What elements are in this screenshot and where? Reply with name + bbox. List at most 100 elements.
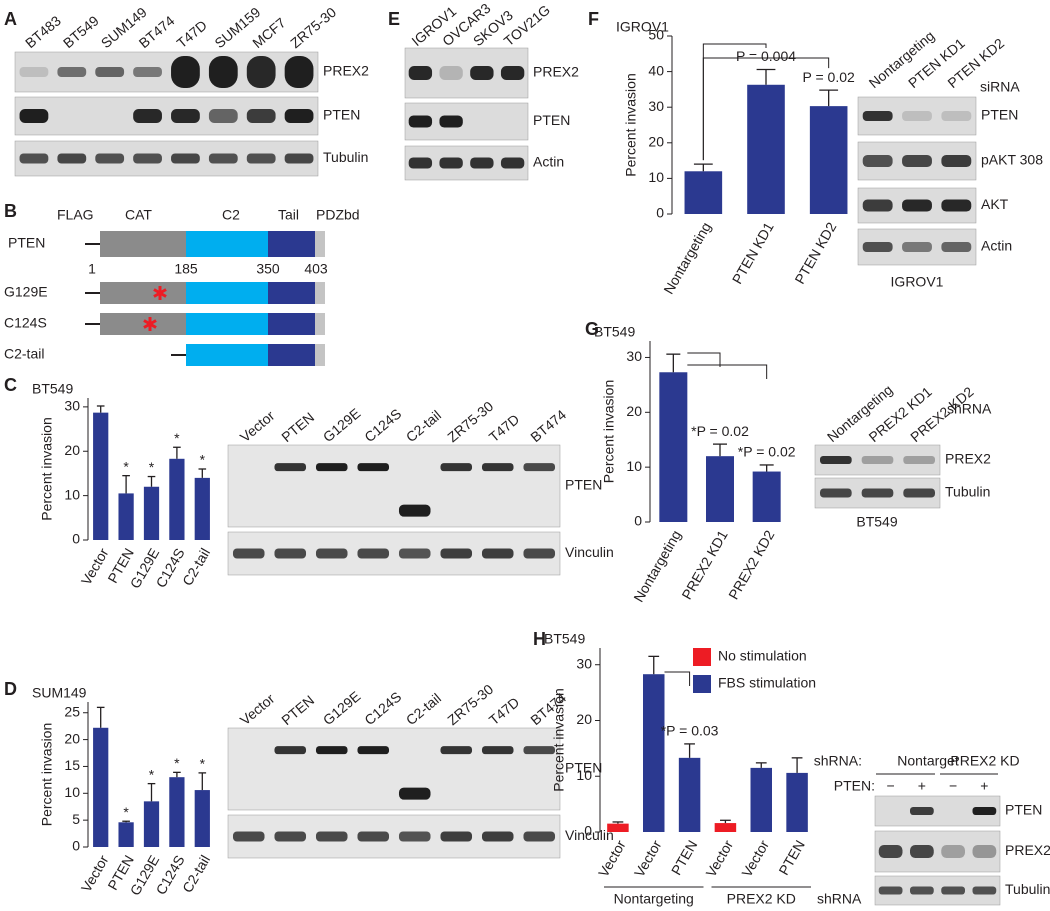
y-tick-label: 15 xyxy=(64,757,80,773)
lane-label: ZR75-30 xyxy=(444,398,496,445)
pten-state: + xyxy=(918,778,926,794)
band xyxy=(19,109,49,123)
bar xyxy=(194,790,210,847)
domain xyxy=(268,231,315,257)
x-tick-label: PREX2 KD1 xyxy=(678,527,730,602)
domain xyxy=(100,282,186,304)
band xyxy=(941,111,972,121)
domain xyxy=(268,313,315,335)
treatment-label: siRNA xyxy=(980,79,1020,95)
band xyxy=(208,109,238,123)
band xyxy=(408,66,433,80)
band xyxy=(439,157,463,169)
group-label: PREX2 KD xyxy=(727,891,796,907)
band xyxy=(439,66,463,80)
treatment-label: shRNA xyxy=(947,401,992,417)
y-tick-label: 30 xyxy=(648,98,664,114)
pten-state: − xyxy=(949,778,957,794)
row-label: PREX2 xyxy=(1005,842,1050,858)
band xyxy=(861,488,894,498)
band xyxy=(398,831,431,842)
pten-label: PTEN: xyxy=(834,778,875,794)
band xyxy=(500,157,525,169)
x-tick-label: Vector xyxy=(703,837,737,880)
panel-label: H xyxy=(533,629,546,649)
band xyxy=(972,807,997,815)
band xyxy=(862,199,893,212)
x-tick-label: PTEN KD2 xyxy=(791,219,839,286)
x-tick-label: Vector xyxy=(78,852,112,895)
row-label: Tubulin xyxy=(945,484,990,500)
lane-label: Vector xyxy=(237,407,278,445)
bar xyxy=(169,458,185,540)
y-tick-label: 0 xyxy=(72,531,80,547)
y-tick-label: 25 xyxy=(64,703,80,719)
band xyxy=(171,56,200,88)
band xyxy=(133,67,162,77)
band xyxy=(902,111,932,121)
band xyxy=(133,153,162,164)
domain xyxy=(315,344,325,366)
row-label: Vinculin xyxy=(565,827,614,843)
bar xyxy=(750,767,772,832)
legend-swatch xyxy=(693,648,711,666)
cell-line-label: IGROV1 xyxy=(891,274,944,290)
band xyxy=(171,109,200,123)
band xyxy=(941,886,965,895)
lane-label: T47D xyxy=(486,411,523,445)
x-tick-label: Vector xyxy=(595,837,629,880)
band xyxy=(902,242,932,252)
construct-label: C2-tail xyxy=(4,346,44,362)
band xyxy=(862,155,893,167)
band xyxy=(500,66,525,80)
y-tick-label: 10 xyxy=(648,169,664,185)
domain-label: CAT xyxy=(125,207,152,223)
band xyxy=(57,67,87,77)
chart-title: BT549 xyxy=(594,324,635,340)
bar xyxy=(809,106,848,214)
band xyxy=(171,153,200,164)
band xyxy=(274,831,307,842)
band xyxy=(878,845,903,858)
bracket xyxy=(687,352,721,367)
domain xyxy=(186,344,268,366)
band xyxy=(820,456,852,464)
band xyxy=(820,488,852,498)
band xyxy=(232,548,265,559)
row-label: Vinculin xyxy=(565,544,614,560)
blot xyxy=(227,444,561,528)
panel-label: D xyxy=(4,679,17,699)
annotation: P = 0.02 xyxy=(803,69,856,85)
lane-label: BT549 xyxy=(60,12,102,51)
y-tick-label: 10 xyxy=(64,486,80,502)
band xyxy=(315,746,348,755)
domain xyxy=(100,231,186,257)
x-tick-label: Vector xyxy=(78,545,112,588)
domain-label: C2 xyxy=(222,207,240,223)
y-axis-label: Percent invasion xyxy=(601,380,617,484)
band xyxy=(232,831,265,842)
legend-label: FBS stimulation xyxy=(718,675,816,691)
band xyxy=(408,157,433,169)
domain xyxy=(268,344,315,366)
domain xyxy=(315,313,325,335)
band xyxy=(246,153,276,164)
shrna-label: shRNA: xyxy=(814,753,862,769)
band xyxy=(274,548,307,559)
y-tick-label: 20 xyxy=(64,730,80,746)
row-label: PREX2 xyxy=(533,64,579,80)
band xyxy=(941,242,972,252)
y-axis-label: Percent invasion xyxy=(39,723,55,827)
legend-label: No stimulation xyxy=(718,648,807,664)
chart-title: BT549 xyxy=(32,381,73,397)
annotation: * xyxy=(123,804,129,820)
domain xyxy=(186,231,268,257)
band xyxy=(19,153,49,164)
domain xyxy=(315,282,325,304)
lane-label: C124S xyxy=(361,405,404,445)
chart-title: SUM149 xyxy=(32,685,87,701)
annotation: * xyxy=(174,755,180,771)
band xyxy=(903,456,935,464)
x-tick-label: PTEN xyxy=(775,837,808,877)
pten-state: − xyxy=(887,778,895,794)
